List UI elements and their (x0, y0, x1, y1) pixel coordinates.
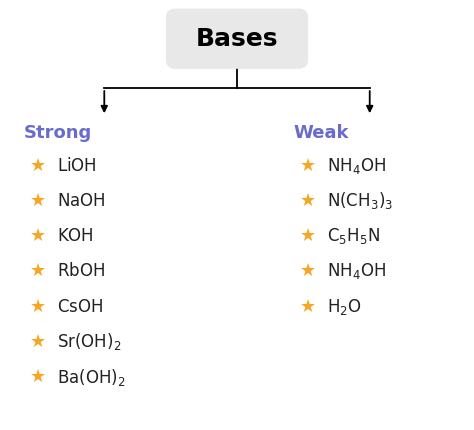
Text: ★: ★ (300, 192, 316, 210)
Text: $\mathregular{KOH}$: $\mathregular{KOH}$ (57, 227, 94, 245)
Text: $\mathregular{N(CH_3)_3}$: $\mathregular{N(CH_3)_3}$ (327, 190, 393, 211)
Text: $\mathregular{Ba(OH)_2}$: $\mathregular{Ba(OH)_2}$ (57, 367, 126, 387)
Text: $\mathregular{C_5H_5N}$: $\mathregular{C_5H_5N}$ (327, 226, 380, 246)
Text: ★: ★ (30, 262, 46, 280)
Text: ★: ★ (300, 298, 316, 316)
Text: Weak: Weak (294, 124, 349, 142)
Text: $\mathregular{CsOH}$: $\mathregular{CsOH}$ (57, 298, 103, 316)
Text: ★: ★ (300, 227, 316, 245)
Text: Bases: Bases (196, 27, 278, 51)
Text: ★: ★ (30, 333, 46, 351)
Text: $\mathregular{NaOH}$: $\mathregular{NaOH}$ (57, 192, 105, 210)
Text: ★: ★ (30, 192, 46, 210)
Text: $\mathregular{Sr(OH)_2}$: $\mathregular{Sr(OH)_2}$ (57, 332, 121, 352)
Text: ★: ★ (30, 298, 46, 316)
Text: ★: ★ (30, 157, 46, 175)
Text: ★: ★ (300, 262, 316, 280)
Text: $\mathregular{H_2O}$: $\mathregular{H_2O}$ (327, 297, 362, 316)
Text: $\mathregular{LiOH}$: $\mathregular{LiOH}$ (57, 157, 97, 175)
Text: ★: ★ (30, 368, 46, 386)
Text: ★: ★ (300, 157, 316, 175)
Text: Strong: Strong (24, 124, 92, 142)
Text: $\mathregular{RbOH}$: $\mathregular{RbOH}$ (57, 262, 105, 280)
Text: $\mathregular{NH_4OH}$: $\mathregular{NH_4OH}$ (327, 261, 386, 281)
Text: $\mathregular{NH_4OH}$: $\mathregular{NH_4OH}$ (327, 156, 386, 175)
FancyBboxPatch shape (166, 9, 308, 69)
Text: ★: ★ (30, 227, 46, 245)
